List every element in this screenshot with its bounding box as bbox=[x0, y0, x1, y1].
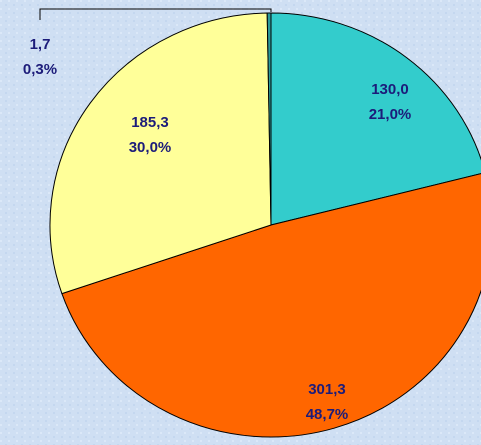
leader-line bbox=[39, 8, 272, 20]
value-label: 301,3 bbox=[308, 381, 346, 398]
value-label: 185,3 bbox=[131, 114, 169, 131]
percent-label: 21,0% bbox=[369, 106, 412, 123]
pie-slice bbox=[270, 12, 481, 226]
percent-label: 30,0% bbox=[129, 139, 172, 156]
value-label: 1,7 bbox=[30, 36, 51, 53]
pie-slice bbox=[266, 12, 272, 226]
percent-label: 0,3% bbox=[23, 61, 57, 78]
pie-slice bbox=[61, 173, 481, 438]
percent-label: 48,7% bbox=[306, 406, 349, 423]
pie-slice bbox=[49, 12, 272, 295]
value-label: 130,0 bbox=[371, 81, 409, 98]
